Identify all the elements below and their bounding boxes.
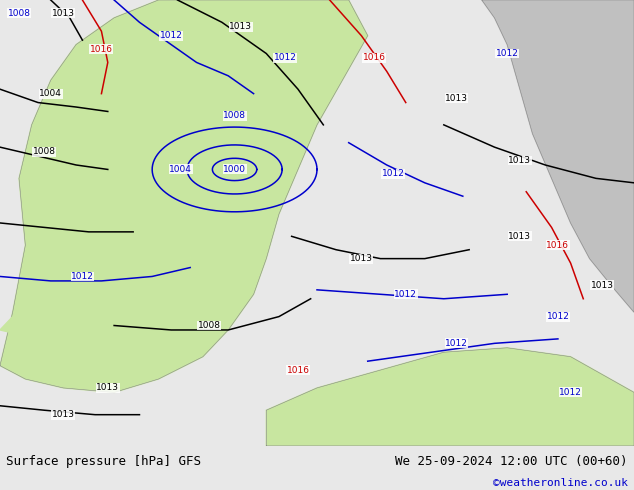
Text: 1004: 1004 bbox=[39, 89, 62, 98]
Text: 1012: 1012 bbox=[274, 53, 297, 62]
Text: 1008: 1008 bbox=[33, 147, 56, 156]
Text: 1013: 1013 bbox=[52, 9, 75, 18]
Text: 1012: 1012 bbox=[547, 312, 569, 321]
Text: We 25-09-2024 12:00 UTC (00+60): We 25-09-2024 12:00 UTC (00+60) bbox=[395, 455, 628, 468]
Text: 1016: 1016 bbox=[90, 45, 113, 53]
Text: 1012: 1012 bbox=[496, 49, 519, 58]
Text: Surface pressure [hPa] GFS: Surface pressure [hPa] GFS bbox=[6, 455, 202, 468]
Text: 1012: 1012 bbox=[71, 272, 94, 281]
Text: 1000: 1000 bbox=[223, 165, 246, 174]
Polygon shape bbox=[482, 0, 634, 312]
Text: 1008: 1008 bbox=[198, 321, 221, 330]
Text: 1008: 1008 bbox=[8, 9, 30, 18]
Text: 1013: 1013 bbox=[591, 281, 614, 290]
Text: 1013: 1013 bbox=[230, 22, 252, 31]
Text: 1012: 1012 bbox=[559, 388, 582, 397]
Text: 1012: 1012 bbox=[445, 339, 468, 348]
Text: 1013: 1013 bbox=[350, 254, 373, 263]
Polygon shape bbox=[0, 317, 25, 334]
Text: 1016: 1016 bbox=[287, 366, 309, 374]
Polygon shape bbox=[0, 0, 368, 392]
Text: 1004: 1004 bbox=[169, 165, 192, 174]
Text: 1012: 1012 bbox=[160, 31, 183, 40]
Text: 1013: 1013 bbox=[508, 232, 531, 241]
Text: 1013: 1013 bbox=[508, 156, 531, 165]
Text: 1012: 1012 bbox=[394, 290, 417, 299]
Text: 1013: 1013 bbox=[445, 94, 468, 102]
Text: 1013: 1013 bbox=[52, 410, 75, 419]
Text: 1013: 1013 bbox=[96, 384, 119, 392]
Text: 1016: 1016 bbox=[547, 241, 569, 250]
Text: 1012: 1012 bbox=[382, 170, 404, 178]
Text: ©weatheronline.co.uk: ©weatheronline.co.uk bbox=[493, 478, 628, 489]
Polygon shape bbox=[266, 348, 634, 446]
Text: 1016: 1016 bbox=[363, 53, 385, 62]
Polygon shape bbox=[32, 352, 63, 370]
Text: 1008: 1008 bbox=[223, 111, 246, 121]
